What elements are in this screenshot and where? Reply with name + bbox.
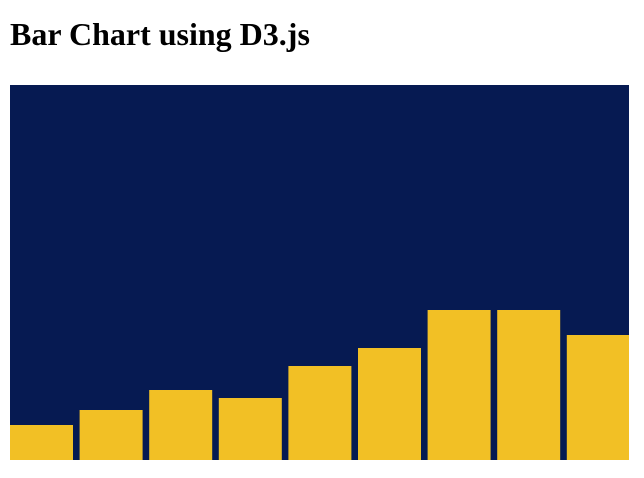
bar-7 [427, 310, 491, 460]
bar-chart [10, 85, 629, 460]
bar-9 [566, 335, 629, 460]
bar-5 [288, 366, 352, 460]
bar-1 [10, 425, 73, 460]
bar-chart-svg [10, 85, 629, 460]
bar-3 [149, 390, 213, 460]
page-title: Bar Chart using D3.js [10, 16, 310, 52]
bar-4 [218, 398, 282, 460]
bar-6 [358, 348, 421, 460]
bar-2 [79, 410, 143, 460]
bars-group [10, 310, 629, 460]
bar-8 [497, 310, 561, 460]
